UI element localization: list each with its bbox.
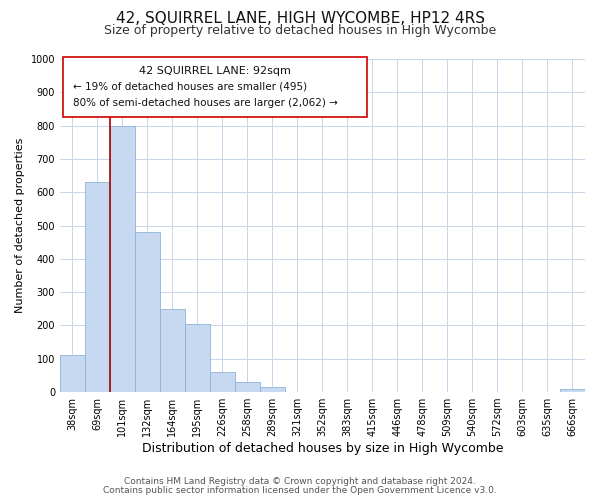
- Bar: [235, 382, 260, 392]
- Bar: [135, 232, 160, 392]
- Text: Contains HM Land Registry data © Crown copyright and database right 2024.: Contains HM Land Registry data © Crown c…: [124, 477, 476, 486]
- Bar: [185, 324, 210, 392]
- Text: 42 SQUIRREL LANE: 92sqm: 42 SQUIRREL LANE: 92sqm: [139, 66, 291, 76]
- Text: Size of property relative to detached houses in High Wycombe: Size of property relative to detached ho…: [104, 24, 496, 37]
- Bar: [85, 182, 110, 392]
- FancyBboxPatch shape: [62, 58, 367, 118]
- Text: 42, SQUIRREL LANE, HIGH WYCOMBE, HP12 4RS: 42, SQUIRREL LANE, HIGH WYCOMBE, HP12 4R…: [115, 11, 485, 26]
- Text: 80% of semi-detached houses are larger (2,062) →: 80% of semi-detached houses are larger (…: [73, 98, 338, 108]
- Bar: [260, 387, 285, 392]
- Text: Contains public sector information licensed under the Open Government Licence v3: Contains public sector information licen…: [103, 486, 497, 495]
- Text: ← 19% of detached houses are smaller (495): ← 19% of detached houses are smaller (49…: [73, 82, 307, 92]
- Bar: [110, 126, 135, 392]
- Bar: [210, 372, 235, 392]
- Bar: [560, 389, 585, 392]
- Bar: [60, 356, 85, 392]
- X-axis label: Distribution of detached houses by size in High Wycombe: Distribution of detached houses by size …: [142, 442, 503, 455]
- Y-axis label: Number of detached properties: Number of detached properties: [15, 138, 25, 313]
- Bar: [160, 309, 185, 392]
